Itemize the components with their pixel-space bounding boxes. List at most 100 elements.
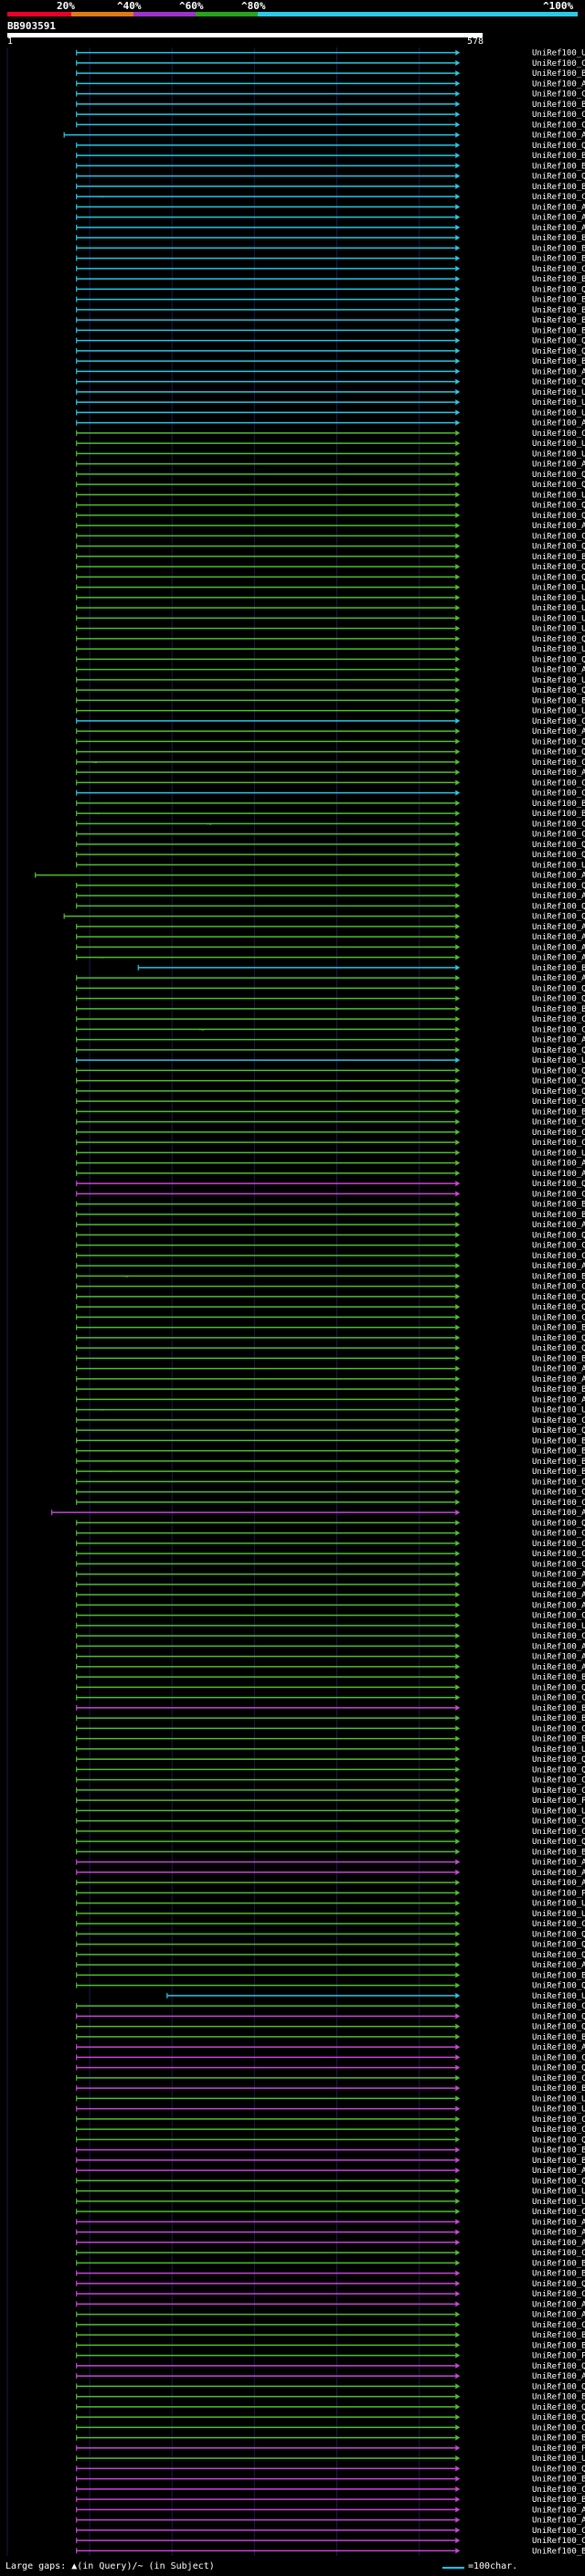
hit-label: UniRef100_Q8S3M4	[532, 1930, 585, 1939]
hit-label: UniRef100_A4HFD1	[532, 666, 585, 675]
hit-end-arrow	[455, 615, 461, 621]
hit-label: UniRef100_A9SCM3	[532, 2506, 585, 2515]
hit-label: UniRef100_B7Q4Z4	[532, 696, 585, 705]
hit-label: UniRef100_C1GSR1	[532, 1560, 585, 1569]
hit-label: UniRef100_C7GNW4	[532, 1632, 585, 1641]
hit-end-arrow	[455, 1447, 461, 1454]
hit-label: UniRef100_UP1000...	[532, 2105, 585, 2115]
hit-label: UniRef100_Q1DUZ5	[532, 2413, 585, 2422]
hit-end-arrow	[455, 574, 461, 580]
hit-label: UniRef100_C3Z7Z4	[532, 429, 585, 439]
hit-end-arrow	[455, 461, 461, 467]
hit-label: UniRef100_C3YYN7	[532, 2290, 585, 2299]
hit-label: UniRef100_A4HB61	[532, 943, 585, 952]
hit-end-arrow	[455, 758, 461, 765]
hit-end-arrow	[455, 1283, 461, 1289]
hit-end-arrow	[455, 286, 461, 292]
hit-end-arrow	[455, 440, 461, 447]
scale-label-40: ^40%	[117, 0, 142, 12]
hit-end-arrow	[455, 728, 461, 735]
hit-label: UniRef100_Q9AR07	[532, 2280, 585, 2289]
hit-label: UniRef100_C1FDP5	[532, 717, 585, 726]
hit-end-arrow	[455, 399, 461, 406]
hit-label: UniRef100_B6K6B9	[532, 1704, 585, 1713]
hit-end-arrow	[455, 2465, 461, 2472]
hit-end-arrow	[455, 245, 461, 251]
hit-end-arrow	[455, 697, 461, 704]
hit-end-arrow	[455, 306, 461, 313]
hit-label: UniRef100_B9MSK4	[532, 2434, 585, 2443]
hit-end-arrow	[455, 841, 461, 847]
hit-label: UniRef100_Q4PBN3	[532, 1087, 585, 1097]
hit-label: UniRef100_A9NUY8	[532, 224, 585, 233]
hit-end-arrow	[455, 1797, 461, 1804]
hit-label: UniRef100_A0CD76	[532, 872, 585, 881]
hit-end-arrow	[455, 903, 461, 909]
hit-label: UniRef100_B4L7V4	[532, 255, 585, 264]
gap-marker: ∼	[107, 1468, 113, 1476]
hit-label: UniRef100_Q6CDH2	[532, 1426, 585, 1436]
hit-label: UniRef100_C1FLC7	[532, 779, 585, 788]
hit-label: UniRef100_A7SE05	[532, 367, 585, 376]
hit-label: UniRef100_B6QR40	[532, 1458, 585, 1467]
hit-end-arrow	[455, 2527, 461, 2533]
hit-label: UniRef100_B4JXB7	[532, 244, 585, 253]
hit-label: UniRef100_C4QFL5	[532, 2249, 585, 2258]
hit-label: UniRef100_C4M1S2	[532, 2321, 585, 2330]
hit-end-arrow	[455, 1437, 461, 1444]
hit-end-arrow	[455, 1972, 461, 1978]
hit-label: UniRef100_B8BY29	[532, 810, 585, 819]
hit-end-arrow	[455, 1622, 461, 1628]
hit-end-arrow	[455, 1653, 461, 1659]
hit-end-arrow	[455, 1375, 461, 1382]
hit-end-arrow	[455, 1694, 461, 1701]
hit-label: UniRef100_C5P6U8	[532, 2423, 585, 2433]
hit-label: UniRef100_UP1000...	[532, 398, 585, 408]
hit-end-arrow	[455, 1140, 461, 1146]
hit-end-arrow	[455, 738, 461, 745]
hit-label: UniRef100_B3N5C2	[532, 2157, 585, 2166]
hit-end-arrow	[455, 1016, 461, 1023]
hit-label: UniRef100_A1CPZ0	[532, 1262, 585, 1271]
hit-end-arrow	[455, 2147, 461, 2153]
hit-end-arrow	[455, 2383, 461, 2390]
hit-end-arrow	[455, 1118, 461, 1125]
hit-end-arrow	[455, 1087, 461, 1094]
hit-label: UniRef100_UP1000...	[532, 2198, 585, 2207]
hit-label: UniRef100_A2QEG3	[532, 1395, 585, 1405]
hit-label: UniRef100_Q5BU75	[532, 995, 585, 1004]
hit-end-arrow	[455, 975, 461, 981]
hit-end-arrow	[455, 471, 461, 477]
hit-end-arrow	[455, 800, 461, 806]
hit-label: UniRef100_Q6GM92	[532, 2362, 585, 2371]
hit-end-arrow	[455, 1396, 461, 1403]
hit-label: UniRef100_Q9QM20	[532, 2136, 585, 2145]
hit-label: UniRef100_B4FN02	[532, 234, 585, 243]
hit-end-arrow	[455, 90, 461, 97]
hit-label: UniRef100_A4I9B7	[532, 923, 585, 932]
hit-label: UniRef100_UP1000...	[532, 1992, 585, 2001]
scale-label-100: ^100%	[543, 0, 574, 12]
hit-label: UniRef100_C3XS67	[532, 2053, 585, 2062]
hit-end-arrow	[455, 49, 461, 56]
hit-label: UniRef100_B3M2V3	[532, 326, 585, 335]
hit-end-arrow	[455, 1921, 461, 1927]
hit-end-arrow	[455, 2260, 461, 2266]
hit-label: UniRef100_UP1000...	[532, 1745, 585, 1754]
hit-label: UniRef100_A0DR11	[532, 1221, 585, 1230]
hit-label: UniRef100_A4HLY8	[532, 933, 585, 942]
hit-end-arrow	[455, 1725, 461, 1732]
hit-label: UniRef100_B5DKX4	[532, 306, 585, 315]
hit-end-arrow	[455, 656, 461, 663]
hit-label: UniRef100_B8NKF7	[532, 1436, 585, 1446]
hit-end-arrow	[455, 1458, 461, 1464]
hit-label: UniRef100_Q45N72	[532, 635, 585, 644]
hit-end-arrow	[455, 2517, 461, 2523]
hit-end-arrow	[455, 1839, 461, 1845]
hit-end-arrow	[455, 2054, 461, 2061]
hit-label: UniRef100_C6LQ97	[532, 1612, 585, 1621]
hit-end-arrow	[455, 1232, 461, 1238]
gap-marker: ∼	[99, 1406, 105, 1415]
hit-label: UniRef100_C9SVL7	[532, 1818, 585, 1827]
hit-label: UniRef100_Q2QD03	[532, 686, 585, 695]
